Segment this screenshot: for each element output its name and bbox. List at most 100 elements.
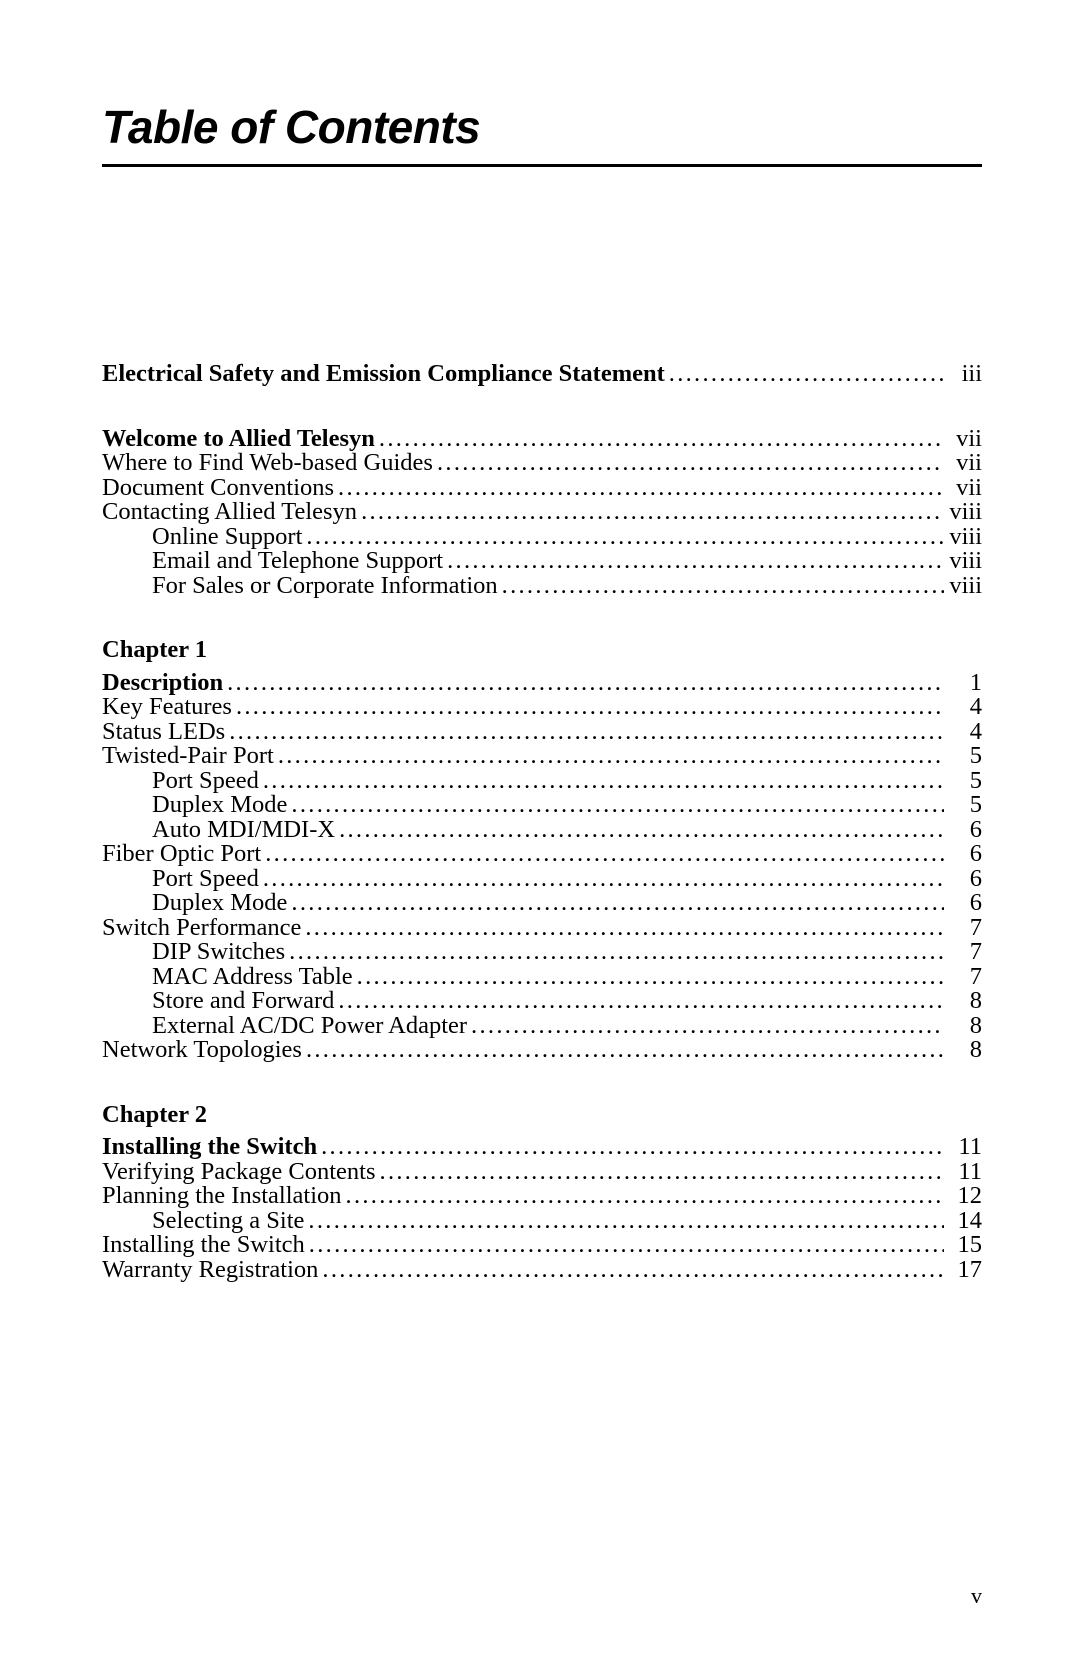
toc-entry: Key Features 4 (102, 695, 982, 720)
toc-entry: Verifying Package Contents 11 (102, 1160, 982, 1185)
toc-entry: Duplex Mode 5 (102, 793, 982, 818)
toc-entry-label: Installing the Switch (102, 1135, 321, 1160)
toc-entry-label: Switch Performance (102, 916, 305, 941)
toc-entry-label: Status LEDs (102, 720, 229, 745)
toc-entry-page: 5 (944, 769, 982, 794)
toc-entry-page: viii (944, 574, 982, 599)
toc-entry-label: Planning the Installation (102, 1184, 346, 1209)
toc-entry-label: Store and Forward (102, 989, 338, 1014)
toc-leader (309, 1233, 944, 1258)
toc-entry-label: Installing the Switch (102, 1233, 309, 1258)
toc-entry-label: Verifying Package Contents (102, 1160, 380, 1185)
toc-entry-label: Contacting Allied Telesyn (102, 500, 361, 525)
toc-leader (669, 362, 944, 387)
toc-leader (289, 940, 944, 965)
toc-leader (291, 793, 944, 818)
toc-leader (229, 720, 944, 745)
toc-entry-page: viii (944, 525, 982, 550)
toc-leader (339, 818, 944, 843)
table-of-contents: Electrical Safety and Emission Complianc… (102, 362, 982, 1282)
toc-entry: Status LEDs4 (102, 720, 982, 745)
toc-leader (278, 744, 944, 769)
toc-leader (306, 1038, 944, 1063)
toc-entry-label: External AC/DC Power Adapter (102, 1014, 471, 1039)
toc-entry: Email and Telephone Supportviii (102, 549, 982, 574)
toc-entry-label: Key Features (102, 695, 236, 720)
toc-leader (357, 965, 944, 990)
toc-entry-label: Online Support (102, 525, 306, 550)
toc-spacer (102, 1063, 982, 1103)
toc-leader (291, 891, 944, 916)
toc-entry-page: 6 (944, 867, 982, 892)
toc-entry-label: For Sales or Corporate Information (102, 574, 502, 599)
toc-spacer (102, 663, 982, 671)
toc-entry-label: DIP Switches (102, 940, 289, 965)
toc-spacer (102, 598, 982, 638)
toc-entry-label: Selecting a Site (102, 1209, 308, 1234)
toc-entry: Contacting Allied Telesyn viii (102, 500, 982, 525)
toc-entry: Network Topologies8 (102, 1038, 982, 1063)
toc-leader (322, 1258, 944, 1283)
toc-entry: Duplex Mode6 (102, 891, 982, 916)
toc-entry-page: 17 (944, 1258, 982, 1283)
toc-leader (437, 451, 944, 476)
toc-leader (236, 695, 944, 720)
toc-entry-page: 7 (944, 916, 982, 941)
toc-leader (308, 1209, 944, 1234)
toc-entry: Twisted-Pair Port5 (102, 744, 982, 769)
toc-entry: Electrical Safety and Emission Complianc… (102, 362, 982, 387)
toc-entry-page: 8 (944, 1014, 982, 1039)
toc-entry: Port Speed 6 (102, 867, 982, 892)
toc-entry: Document Conventionsvii (102, 476, 982, 501)
toc-entry-label: Duplex Mode (102, 793, 291, 818)
toc-leader (379, 427, 944, 452)
toc-entry-page: 6 (944, 891, 982, 916)
toc-entry: Where to Find Web-based Guidesvii (102, 451, 982, 476)
toc-leader (227, 671, 944, 696)
toc-entry-label: Port Speed (102, 769, 263, 794)
toc-entry: Description1 (102, 671, 982, 696)
toc-entry-page: vii (944, 427, 982, 452)
toc-entry-label: Document Conventions (102, 476, 338, 501)
toc-entry-page: 8 (944, 989, 982, 1014)
document-page: Table of Contents Electrical Safety and … (0, 0, 1080, 1669)
toc-entry-label: Welcome to Allied Telesyn (102, 427, 379, 452)
toc-entry-page: 5 (944, 793, 982, 818)
toc-entry-page: 6 (944, 842, 982, 867)
toc-entry: Auto MDI/MDI-X6 (102, 818, 982, 843)
toc-entry-page: 11 (944, 1160, 982, 1185)
toc-entry-label: Auto MDI/MDI-X (102, 818, 339, 843)
toc-entry: Installing the Switch 11 (102, 1135, 982, 1160)
toc-entry-page: 11 (944, 1135, 982, 1160)
toc-entry: Store and Forward 8 (102, 989, 982, 1014)
toc-entry-page: 4 (944, 695, 982, 720)
toc-entry-page: viii (944, 500, 982, 525)
toc-entry-label: Fiber Optic Port (102, 842, 265, 867)
toc-entry: External AC/DC Power Adapter 8 (102, 1014, 982, 1039)
toc-entry-label: Electrical Safety and Emission Complianc… (102, 362, 669, 387)
title-rule (102, 164, 982, 167)
page-title: Table of Contents (102, 100, 982, 154)
toc-leader (338, 476, 944, 501)
toc-leader (306, 525, 944, 550)
toc-entry-page: 14 (944, 1209, 982, 1234)
toc-entry-page: 8 (944, 1038, 982, 1063)
toc-leader (263, 867, 944, 892)
toc-entry-page: 12 (944, 1184, 982, 1209)
toc-chapter-heading: Chapter 2 (102, 1103, 982, 1128)
toc-entry: Online Support viii (102, 525, 982, 550)
toc-entry-label: Port Speed (102, 867, 263, 892)
toc-entry-page: viii (944, 549, 982, 574)
toc-leader (321, 1135, 944, 1160)
toc-leader (471, 1014, 944, 1039)
toc-leader (380, 1160, 944, 1185)
toc-entry: DIP Switches7 (102, 940, 982, 965)
toc-entry: Selecting a Site 14 (102, 1209, 982, 1234)
toc-leader (346, 1184, 944, 1209)
page-number: v (971, 1583, 982, 1609)
toc-entry: Fiber Optic Port 6 (102, 842, 982, 867)
toc-entry-page: 15 (944, 1233, 982, 1258)
toc-entry: MAC Address Table7 (102, 965, 982, 990)
toc-entry-page: 7 (944, 965, 982, 990)
toc-chapter-heading: Chapter 1 (102, 638, 982, 663)
